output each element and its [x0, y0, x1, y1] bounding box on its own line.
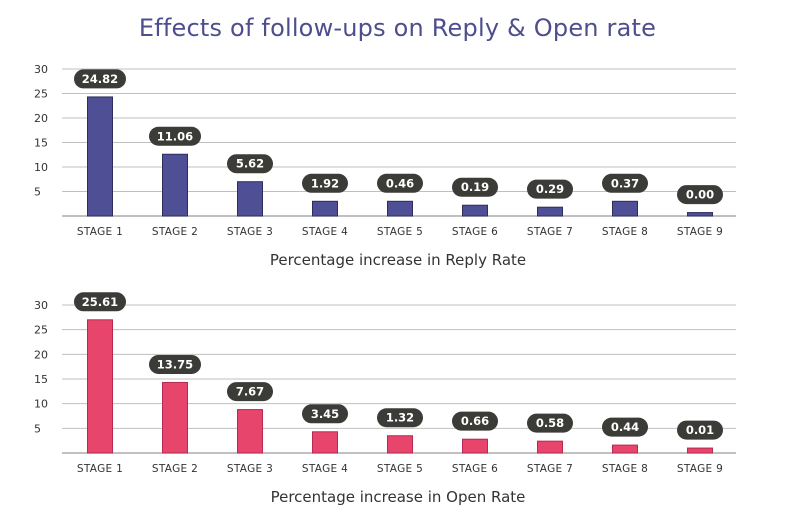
x-axis-title: Percentage increase in Reply Rate — [270, 251, 526, 269]
category-label: STAGE 4 — [302, 226, 348, 238]
data-label: 0.19 — [461, 180, 489, 194]
data-label: 24.82 — [82, 72, 118, 86]
category-label: STAGE 1 — [77, 226, 123, 238]
y-tick-label: 10 — [34, 161, 48, 174]
data-label: 1.92 — [311, 176, 339, 190]
bar — [162, 153, 188, 217]
bar — [312, 431, 338, 454]
y-tick-label: 5 — [34, 422, 41, 435]
y-tick-label: 15 — [34, 137, 48, 150]
data-label-pill — [677, 185, 723, 205]
chart-title: Effects of follow-ups on Reply & Open ra… — [138, 14, 657, 42]
data-label-pill — [149, 354, 201, 374]
category-label: STAGE 5 — [377, 463, 423, 475]
data-label-pill — [74, 69, 126, 89]
data-label-pill — [602, 173, 648, 193]
data-label-pill — [227, 154, 273, 174]
category-label: STAGE 2 — [152, 226, 198, 238]
data-label: 0.58 — [536, 416, 564, 430]
bar — [462, 438, 488, 454]
data-label: 0.29 — [536, 182, 564, 196]
data-label: 0.01 — [686, 423, 714, 437]
data-label: 0.66 — [461, 414, 489, 428]
data-label: 13.75 — [157, 357, 193, 371]
category-label: STAGE 7 — [527, 463, 573, 475]
data-label-pill — [74, 292, 126, 312]
category-label: STAGE 9 — [677, 463, 723, 475]
category-label: STAGE 2 — [152, 463, 198, 475]
category-label: STAGE 5 — [377, 226, 423, 238]
data-label-pill — [377, 173, 423, 193]
y-tick-label: 30 — [34, 63, 48, 76]
data-label-pill — [302, 173, 348, 193]
reply-rate-chart: 5 10 15 20 25 30 STAGE 1 24.82 STAGE 2 11.06 STAGE… — [34, 63, 736, 269]
data-label-pill — [452, 411, 498, 431]
data-label: 0.37 — [611, 176, 639, 190]
data-label-pill — [527, 179, 573, 199]
data-label: 1.32 — [386, 411, 414, 425]
bar — [237, 181, 263, 217]
data-label: 0.44 — [611, 420, 639, 434]
bar — [312, 200, 338, 217]
category-label: STAGE 8 — [602, 463, 648, 475]
category-label: STAGE 1 — [77, 463, 123, 475]
bar — [162, 381, 188, 454]
data-label-pill — [377, 408, 423, 428]
bar — [687, 212, 713, 217]
category-label: STAGE 9 — [677, 226, 723, 238]
y-tick-label: 25 — [34, 88, 48, 101]
data-label-pill — [452, 177, 498, 197]
data-label-pill — [527, 413, 573, 433]
data-label-pill — [302, 404, 348, 424]
data-label: 0.00 — [686, 188, 714, 202]
category-label: STAGE 4 — [302, 463, 348, 475]
data-label-pill — [227, 382, 273, 402]
data-label-pill — [602, 417, 648, 437]
category-label: STAGE 3 — [227, 463, 273, 475]
category-label: STAGE 6 — [452, 226, 498, 238]
y-tick-label: 20 — [34, 112, 48, 125]
data-label: 0.46 — [386, 176, 414, 190]
bar — [537, 440, 563, 454]
data-label: 11.06 — [157, 129, 193, 143]
bar — [687, 447, 713, 454]
data-label-pill — [149, 126, 201, 146]
bar — [537, 206, 563, 217]
category-label: STAGE 7 — [527, 226, 573, 238]
bar — [612, 444, 638, 454]
bar — [612, 200, 638, 217]
category-label: STAGE 6 — [452, 463, 498, 475]
category-label: STAGE 8 — [602, 226, 648, 238]
category-label: STAGE 3 — [227, 226, 273, 238]
data-label: 5.62 — [236, 157, 264, 171]
data-label: 25.61 — [82, 295, 118, 309]
y-tick-label: 15 — [34, 373, 48, 386]
bar — [87, 96, 113, 217]
y-tick-label: 5 — [34, 186, 41, 199]
bar — [237, 409, 263, 454]
data-label: 7.67 — [236, 385, 264, 399]
data-label: 3.45 — [311, 407, 339, 421]
bar — [387, 435, 413, 454]
y-tick-label: 10 — [34, 398, 48, 411]
y-tick-label: 30 — [34, 299, 48, 312]
bar — [87, 319, 113, 454]
bar — [462, 204, 488, 217]
open-rate-chart: 5 10 15 20 25 30 STAGE 1 25.61 STAGE 2 13.75 STAGE… — [34, 292, 736, 506]
x-axis-title: Percentage increase in Open Rate — [271, 488, 526, 506]
data-label-pill — [677, 420, 723, 440]
bar — [387, 200, 413, 217]
y-tick-label: 25 — [34, 324, 48, 337]
y-tick-label: 20 — [34, 348, 48, 361]
